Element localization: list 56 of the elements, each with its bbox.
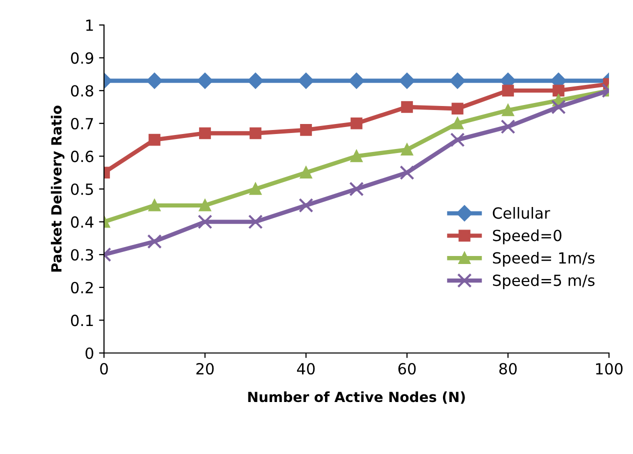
point <box>147 234 162 249</box>
y-tick-label: 0.8 <box>70 85 94 97</box>
y-tick-label: 0.3 <box>70 249 94 261</box>
y-tick-label: 0.4 <box>70 216 94 228</box>
x-tick-label: 80 <box>499 362 517 375</box>
y-tick-label: 0.6 <box>70 150 94 162</box>
point <box>350 117 362 130</box>
y-tick-label: 1 <box>86 20 93 31</box>
point <box>198 214 212 230</box>
point <box>450 132 465 148</box>
x-tick-label: 60 <box>398 362 416 375</box>
point <box>199 199 211 212</box>
point <box>250 183 262 195</box>
point <box>452 102 464 115</box>
point <box>148 199 160 212</box>
y-tick-label: 0.7 <box>70 118 93 130</box>
point <box>500 119 516 134</box>
point <box>146 72 162 89</box>
point <box>300 124 312 136</box>
y-axis-title: Packet Delivery Ratio <box>50 106 64 272</box>
y-tick-label: 0 <box>86 347 94 360</box>
point <box>401 101 413 113</box>
y-tick-label: 0.9 <box>70 52 94 64</box>
point <box>248 214 263 230</box>
point <box>248 72 264 89</box>
point <box>350 150 362 162</box>
point <box>551 100 566 114</box>
point <box>298 198 314 213</box>
legend-label: Speed=5 m/s <box>492 274 594 290</box>
point <box>349 182 364 196</box>
x-tick-label: 100 <box>596 362 623 375</box>
x-axis-title: Number of Active Nodes (N) <box>248 391 465 404</box>
point <box>452 117 464 130</box>
point <box>552 84 564 97</box>
point <box>348 72 364 89</box>
y-tick-label: 0.5 <box>70 183 93 196</box>
point <box>502 84 514 97</box>
point <box>450 72 466 89</box>
point <box>401 144 413 156</box>
legend-label: Speed= 1m/s <box>492 252 594 267</box>
point <box>250 127 262 140</box>
point <box>399 72 415 89</box>
point <box>199 127 211 140</box>
point <box>298 72 314 89</box>
legend-label: Cellular <box>492 207 550 219</box>
x-tick-label: 0 <box>100 362 108 375</box>
legend-label: Speed=0 <box>492 229 562 244</box>
y-tick-label: 0.2 <box>70 282 93 294</box>
point <box>502 104 514 116</box>
x-tick-label: 40 <box>297 362 315 375</box>
y-tick-label: 0.1 <box>70 314 93 326</box>
point <box>400 165 414 180</box>
x-tick-label: 20 <box>196 362 214 375</box>
point <box>197 72 213 89</box>
point <box>300 166 312 179</box>
point <box>148 134 160 146</box>
